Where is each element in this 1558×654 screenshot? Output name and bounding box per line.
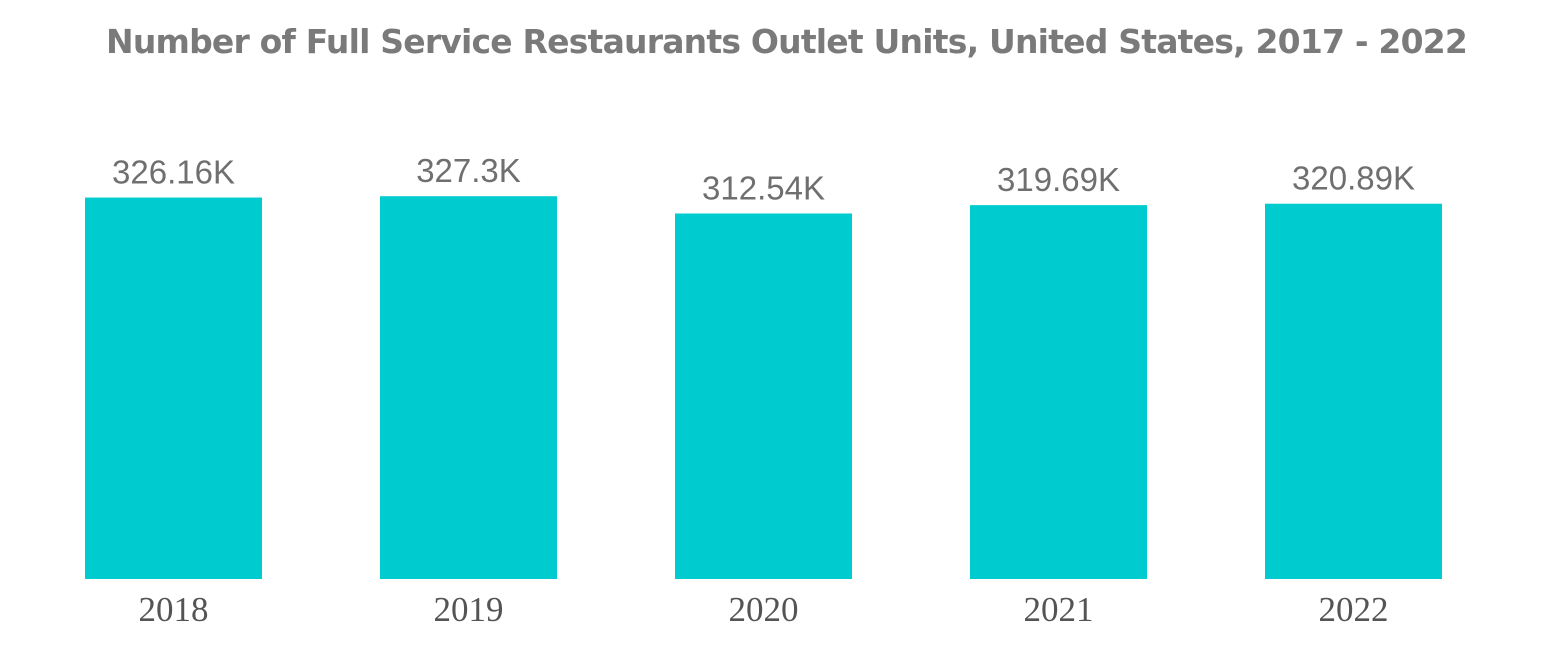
value-label-2020: 312.54K — [702, 169, 825, 206]
bar-2020 — [675, 213, 852, 579]
x-axis-tick-labels: 2018 2019 2020 2021 2022 — [139, 590, 1389, 629]
x-tick-label-2020: 2020 — [729, 590, 799, 629]
x-tick-label-2018: 2018 — [139, 590, 209, 629]
bar-2021 — [970, 205, 1147, 579]
bar-2019 — [380, 196, 557, 579]
value-label-2018: 326.16K — [112, 154, 235, 191]
bar-2022 — [1265, 203, 1442, 579]
value-label-2021: 319.69K — [997, 161, 1120, 198]
x-tick-label-2019: 2019 — [434, 590, 504, 629]
x-tick-label-2021: 2021 — [1024, 590, 1094, 629]
value-label-2022: 320.89K — [1292, 160, 1415, 197]
chart-title: Number of Full Service Restaurants Outle… — [106, 22, 1468, 61]
value-label-2019: 327.3K — [416, 152, 521, 189]
x-tick-label-2022: 2022 — [1319, 590, 1389, 629]
value-labels-group: 326.16K 327.3K 312.54K 319.69K 320.89K — [112, 152, 1415, 206]
bars-group — [85, 196, 1442, 579]
bar-2018 — [85, 197, 262, 579]
